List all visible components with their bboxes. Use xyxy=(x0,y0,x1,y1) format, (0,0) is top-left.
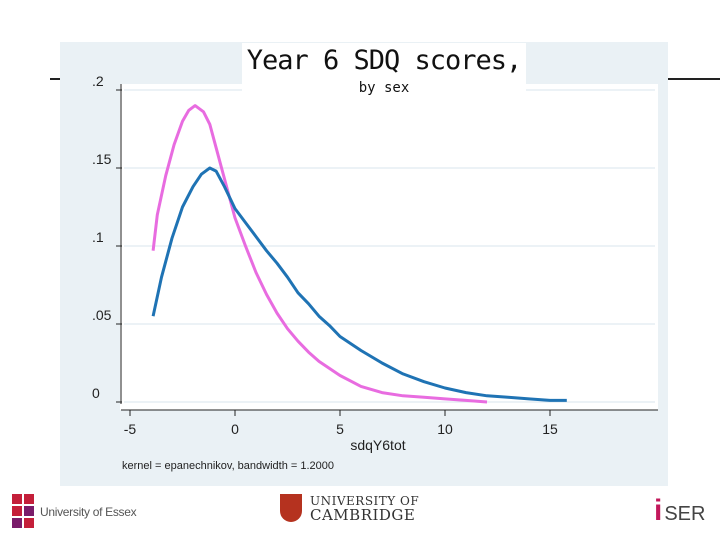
kernel-note: kernel = epanechnikov, bandwidth = 1.200… xyxy=(122,460,334,472)
grid-layer xyxy=(120,84,658,410)
axis-layer: 0 .05 .1 .15 .2 -5 0 5 10 15 xyxy=(92,73,658,437)
iser-i: i xyxy=(654,494,663,527)
footer: University of Essex UNIVERSITY OF CAMBRI… xyxy=(0,486,720,540)
header-rule-left xyxy=(50,78,62,80)
y-tick-label: .05 xyxy=(92,307,112,323)
essex-label: University of Essex xyxy=(40,505,137,519)
iser-logo: i SER xyxy=(654,496,705,526)
y-tick-label: .1 xyxy=(92,229,104,245)
title-box: Year 6 SDQ scores, by sex xyxy=(242,43,526,98)
essex-crest-icon xyxy=(12,494,34,528)
cambridge-shield-icon xyxy=(280,494,302,522)
cambridge-logo: UNIVERSITY OF CAMBRIDGE xyxy=(280,494,420,524)
y-tick-label: .15 xyxy=(92,151,112,167)
essex-logo: University of Essex xyxy=(12,492,137,532)
pink-series-line xyxy=(151,104,488,404)
x-tick-label: -5 xyxy=(124,421,137,437)
chart-title: Year 6 SDQ scores, xyxy=(246,45,523,76)
cambridge-line1: UNIVERSITY OF xyxy=(310,494,420,508)
x-tick-label: 5 xyxy=(336,421,344,437)
chart-subtitle: by sex xyxy=(358,80,410,96)
iser-text: SER xyxy=(664,503,706,525)
y-tick-label: 0 xyxy=(92,385,100,401)
plot-area xyxy=(120,84,658,410)
x-tick-label: 0 xyxy=(231,421,239,437)
series-layer xyxy=(151,104,567,404)
x-axis-label: sdqY6tot xyxy=(350,437,405,453)
header-rule-right xyxy=(668,78,720,80)
x-tick-label: 15 xyxy=(542,421,558,437)
blue-series-line xyxy=(151,166,567,402)
x-tick-label: 10 xyxy=(437,421,453,437)
cambridge-line2: CAMBRIDGE xyxy=(310,506,416,524)
y-tick-label: .2 xyxy=(92,73,104,89)
